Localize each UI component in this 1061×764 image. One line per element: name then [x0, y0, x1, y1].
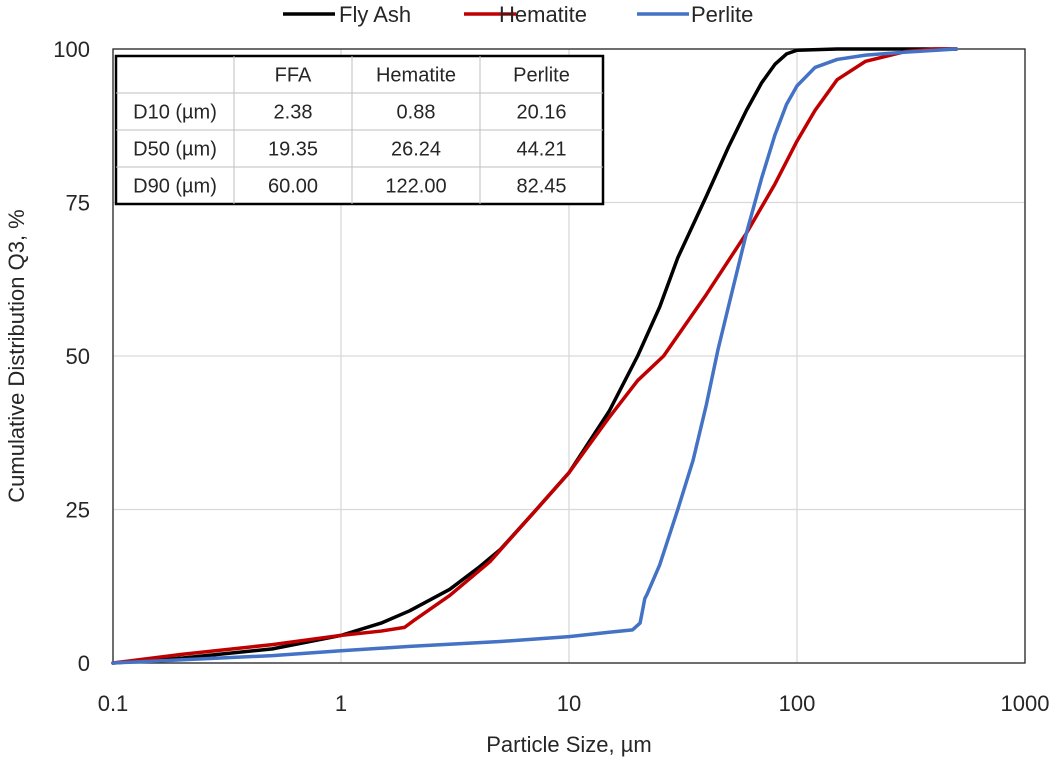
- table-cell: D10 (µm): [133, 102, 217, 124]
- y-tick-label: 25: [66, 498, 90, 523]
- table-cell: 44.21: [516, 139, 566, 161]
- y-axis: 0 25 50 75 100: [53, 37, 90, 676]
- x-tick-label: 1: [335, 691, 347, 716]
- summary-table: FFA Hematite Perlite D10 (µm) 2.38 0.88 20.16 D…: [114, 54, 605, 206]
- x-tick-label: 100: [779, 691, 816, 716]
- table-cell: 2.38: [274, 102, 313, 124]
- x-tick-label: 1000: [1001, 691, 1050, 716]
- table-header-cell: Hematite: [376, 65, 456, 87]
- y-tick-label: 50: [66, 344, 90, 369]
- legend-label: Hematite: [499, 2, 587, 27]
- table-cell: 82.45: [516, 176, 566, 198]
- series-group: [111, 47, 959, 665]
- table-header-cell: FFA: [275, 65, 312, 87]
- y-tick-label: 100: [53, 37, 90, 62]
- table-cell: 0.88: [397, 102, 436, 124]
- table-cell: 26.24: [391, 139, 441, 161]
- series-line-hematite: [111, 47, 959, 665]
- series-line-perlite: [111, 47, 959, 665]
- table-cell: 19.35: [268, 139, 318, 161]
- x-axis: 0.1 1 10 100 1000: [98, 691, 1050, 716]
- table-cell: 122.00: [385, 176, 446, 198]
- series-line-fly-ash: [111, 47, 959, 665]
- x-tick-label: 10: [557, 691, 581, 716]
- x-axis-title: Particle Size, µm: [486, 732, 652, 757]
- x-tick-label: 0.1: [98, 691, 129, 716]
- legend: Fly Ash Hematite Perlite: [283, 2, 753, 27]
- table-cell: 20.16: [516, 102, 566, 124]
- legend-label: Perlite: [691, 2, 753, 27]
- table-header-cell: Perlite: [513, 65, 570, 87]
- y-tick-label: 75: [66, 191, 90, 216]
- legend-label: Fly Ash: [339, 2, 411, 27]
- y-tick-label: 0: [78, 651, 90, 676]
- y-axis-title: Cumulative Distribution Q3, %: [4, 209, 29, 502]
- plot-border: [112, 48, 1026, 664]
- table-cell: 60.00: [268, 176, 318, 198]
- table-cell: D90 (µm): [133, 176, 217, 198]
- table-cell: D50 (µm): [133, 139, 217, 161]
